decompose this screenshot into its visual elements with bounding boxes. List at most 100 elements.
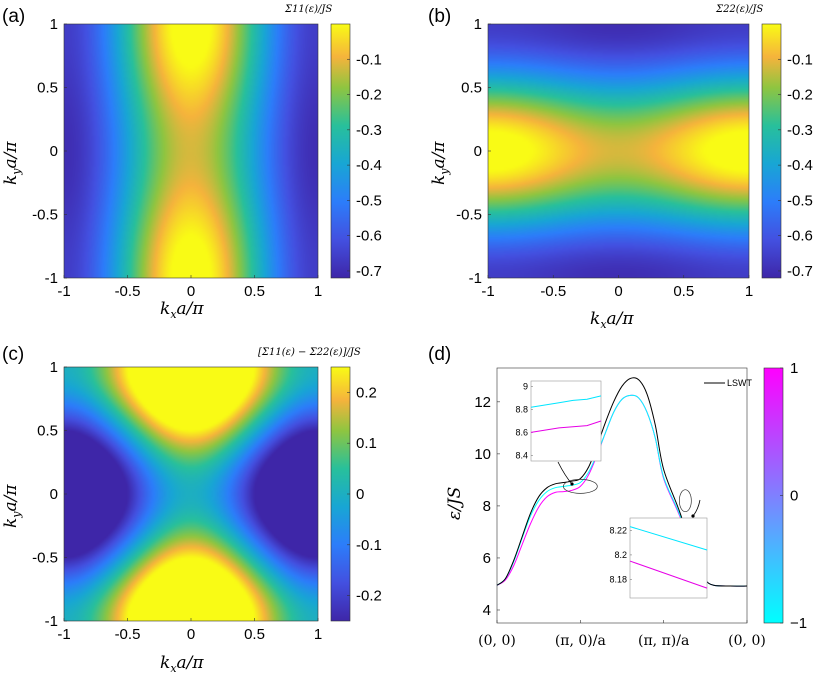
panel-label-a: (a) bbox=[2, 6, 25, 27]
y-tick-label-b: 0.5 bbox=[461, 80, 482, 97]
colorbar-tick-label-a: -0.5 bbox=[356, 192, 382, 209]
panel-a: (a) -1 -0.5 0 0.5 1 1 0.5 0 -0.5 -1 kxa/π kya/π Σ… bbox=[1, 4, 382, 321]
xlabel-a: kxa/π bbox=[160, 299, 204, 321]
colorbar-a bbox=[330, 23, 351, 279]
inset-tick-label-1: 8.6 bbox=[515, 427, 528, 437]
inset-line-magenta-2 bbox=[629, 560, 708, 589]
colorbar-tick-label-d: −1 bbox=[790, 615, 807, 632]
x-tick-label-d: (π, 0)/a bbox=[555, 633, 606, 649]
highlight-ellipse-2 bbox=[678, 489, 692, 513]
y-tick-label-b: 0 bbox=[474, 143, 482, 160]
x-tick-label-c: 0.5 bbox=[244, 626, 265, 643]
colorbar-tick-label-a: -0.2 bbox=[356, 87, 382, 104]
inset-arrow-head-1 bbox=[570, 482, 574, 486]
colorbar-tick-label-b: -0.2 bbox=[787, 87, 813, 104]
inset-arrow-head-2 bbox=[691, 514, 695, 518]
panel-label-d: (d) bbox=[428, 344, 451, 365]
x-tick-label-d: (π, π)/a bbox=[638, 633, 689, 649]
y-tick-label-c: 1 bbox=[50, 359, 58, 376]
panel-c: (c) -1 -0.5 0 0.5 1 1 0.5 0 -0.5 -1 kxa/π kya/π [… bbox=[1, 344, 382, 675]
x-tick-label-b: 0.5 bbox=[673, 283, 694, 300]
y-tick-label-b: -1 bbox=[469, 270, 482, 287]
y-tick-label-c: -1 bbox=[45, 613, 58, 630]
heatmap-c bbox=[64, 367, 318, 621]
inset-tick-label-2: 8.2 bbox=[614, 550, 627, 560]
colorbar-tick-label-b: -0.1 bbox=[787, 51, 813, 68]
colorbar-tick-label-c: 0.1 bbox=[356, 435, 377, 452]
y-tick-label-a: -1 bbox=[45, 270, 58, 287]
x-tick-label-c: -0.5 bbox=[115, 626, 141, 643]
x-tick-label-d: (0, 0) bbox=[728, 633, 766, 649]
x-tick-label-a: 0.5 bbox=[244, 283, 265, 300]
colorbar-tick-label-a: -0.1 bbox=[356, 51, 382, 68]
heatmap-a bbox=[64, 24, 318, 278]
inset-tick-label-2: 8.18 bbox=[609, 575, 627, 585]
y-tick-label-d: 10 bbox=[474, 446, 491, 463]
legend-d: LSWT bbox=[704, 378, 753, 388]
inset-line-magenta-1 bbox=[530, 420, 602, 433]
panel-b: (b) -1 -0.5 0 0.5 1 1 0.5 0 -0.5 -1 kxa/π kya/π Σ… bbox=[428, 4, 813, 331]
inset-line-cyan-1 bbox=[530, 395, 602, 408]
colorbar-tick-label-b: -0.5 bbox=[787, 192, 813, 209]
y-tick-label-b: -0.5 bbox=[456, 207, 482, 224]
highlight-ellipse-1 bbox=[562, 479, 598, 494]
colorbar-tick-label-a: -0.4 bbox=[356, 157, 382, 174]
colorbar-tick-label-a: -0.6 bbox=[356, 228, 382, 245]
x-tick-label-b: 1 bbox=[745, 283, 753, 300]
ylabel-a: kya/π bbox=[1, 141, 23, 185]
inset-tick-label-1: 8.4 bbox=[515, 450, 528, 460]
x-tick-label-a: -1 bbox=[57, 283, 70, 300]
y-tick-label-d: 6 bbox=[483, 550, 491, 567]
y-tick-label-a: 0.5 bbox=[37, 80, 58, 97]
x-tick-label-b: -0.5 bbox=[540, 283, 566, 300]
panel-label-c: (c) bbox=[2, 344, 24, 365]
colorbar-tick-label-a: -0.7 bbox=[356, 263, 382, 280]
panel-label-b: (b) bbox=[428, 6, 451, 27]
colorbar-tick-label-c: 0.2 bbox=[356, 384, 377, 401]
inset-line-cyan-2 bbox=[629, 526, 708, 551]
colorbar-b bbox=[761, 23, 782, 279]
axes-frame-d bbox=[496, 367, 748, 624]
colorbar-tick-label-d: 0 bbox=[790, 488, 798, 505]
colorbar-tick-label-c: -0.1 bbox=[356, 537, 382, 554]
colorbar-tick-label-b: -0.6 bbox=[787, 228, 813, 245]
x-tick-label-b: 0 bbox=[614, 283, 622, 300]
y-tick-label-c: -0.5 bbox=[32, 550, 58, 567]
y-tick-label-c: 0.5 bbox=[37, 423, 58, 440]
colorbar-tick-label-d: 1 bbox=[790, 360, 798, 377]
x-tick-label-d: (0, 0) bbox=[478, 633, 516, 649]
inset-tick-label-1: 9 bbox=[523, 382, 528, 392]
x-tick-label-a: 0 bbox=[187, 283, 195, 300]
inset-tick-label-2: 8.22 bbox=[609, 525, 627, 535]
colorbar-title-b: Σ22(ε)/JS bbox=[715, 4, 763, 15]
ylabel-d: ε/JS bbox=[445, 487, 465, 520]
x-tick-label-a: 1 bbox=[314, 283, 322, 300]
y-tick-label-a: 0 bbox=[50, 143, 58, 160]
colorbar-tick-label-b: -0.3 bbox=[787, 122, 813, 139]
y-tick-label-b: 1 bbox=[474, 16, 482, 33]
ylabel-c: kya/π bbox=[1, 484, 23, 528]
x-tick-label-c: -1 bbox=[57, 626, 70, 643]
inset-arrow-1 bbox=[557, 461, 573, 485]
x-tick-label-a: -0.5 bbox=[115, 283, 141, 300]
x-tick-label-c: 0 bbox=[187, 626, 195, 643]
heatmap-b bbox=[488, 24, 749, 278]
colorbar-tick-label-c: -0.2 bbox=[356, 588, 382, 605]
inset-frame-1 bbox=[530, 380, 602, 462]
y-tick-label-c: 0 bbox=[50, 486, 58, 503]
colorbar-tick-label-b: -0.7 bbox=[787, 263, 813, 280]
y-tick-label-a: -0.5 bbox=[32, 207, 58, 224]
xlabel-c: kxa/π bbox=[160, 653, 204, 675]
colorbar-title-c: [Σ11(ε) − Σ22(ε)]/JS bbox=[258, 347, 361, 358]
xlabel-b: kxa/π bbox=[590, 309, 634, 331]
colorbar-tick-label-b: -0.4 bbox=[787, 157, 813, 174]
inset-arrow-2 bbox=[692, 499, 701, 517]
colorbar-tick-label-c: 0 bbox=[356, 486, 364, 503]
y-tick-label-a: 1 bbox=[50, 16, 58, 33]
colorbar-title-a: Σ11(ε)/JS bbox=[284, 4, 332, 15]
colorbar-tick-label-a: -0.3 bbox=[356, 122, 382, 139]
x-tick-label-b: -1 bbox=[481, 283, 494, 300]
ylabel-b: kya/π bbox=[429, 141, 451, 185]
y-tick-label-d: 4 bbox=[483, 602, 491, 619]
x-tick-label-c: 1 bbox=[314, 626, 322, 643]
